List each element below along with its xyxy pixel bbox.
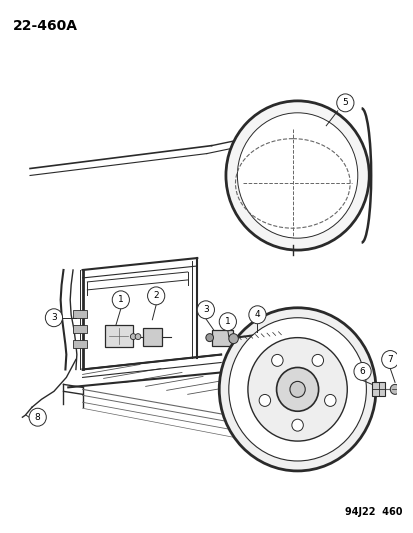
Circle shape (291, 419, 303, 431)
Text: 94J22  460: 94J22 460 (344, 507, 402, 516)
Circle shape (147, 287, 164, 305)
Text: 22-460A: 22-460A (13, 19, 78, 33)
Circle shape (130, 334, 136, 340)
Bar (73, 310, 87, 318)
Circle shape (29, 408, 46, 426)
Bar (142, 328, 161, 345)
Circle shape (276, 367, 318, 411)
Bar (371, 382, 385, 397)
Bar (104, 325, 133, 346)
Text: 5: 5 (342, 99, 347, 107)
Bar (73, 325, 87, 333)
Circle shape (381, 351, 398, 368)
Text: 7: 7 (387, 355, 392, 364)
Text: 6: 6 (359, 367, 365, 376)
Text: 1: 1 (118, 295, 123, 304)
Circle shape (228, 334, 238, 344)
Circle shape (259, 394, 270, 406)
Text: 4: 4 (254, 310, 260, 319)
Text: 2: 2 (153, 292, 159, 301)
Circle shape (205, 334, 213, 342)
Text: 3: 3 (202, 305, 208, 314)
Circle shape (225, 101, 368, 250)
Circle shape (237, 113, 357, 238)
Circle shape (135, 334, 140, 340)
Bar (73, 340, 87, 348)
Circle shape (228, 318, 366, 461)
Circle shape (112, 291, 129, 309)
Circle shape (353, 362, 370, 381)
Circle shape (311, 354, 323, 366)
Circle shape (219, 308, 375, 471)
Text: 8: 8 (35, 413, 40, 422)
Circle shape (289, 382, 304, 397)
Circle shape (389, 384, 399, 394)
Bar (211, 330, 232, 345)
Text: 3: 3 (51, 313, 57, 322)
Circle shape (219, 313, 236, 330)
Circle shape (271, 354, 282, 366)
Circle shape (324, 394, 335, 406)
Text: 1: 1 (224, 317, 230, 326)
Circle shape (45, 309, 62, 327)
Circle shape (336, 94, 353, 112)
Circle shape (197, 301, 214, 319)
Circle shape (248, 306, 266, 324)
Circle shape (247, 337, 347, 441)
